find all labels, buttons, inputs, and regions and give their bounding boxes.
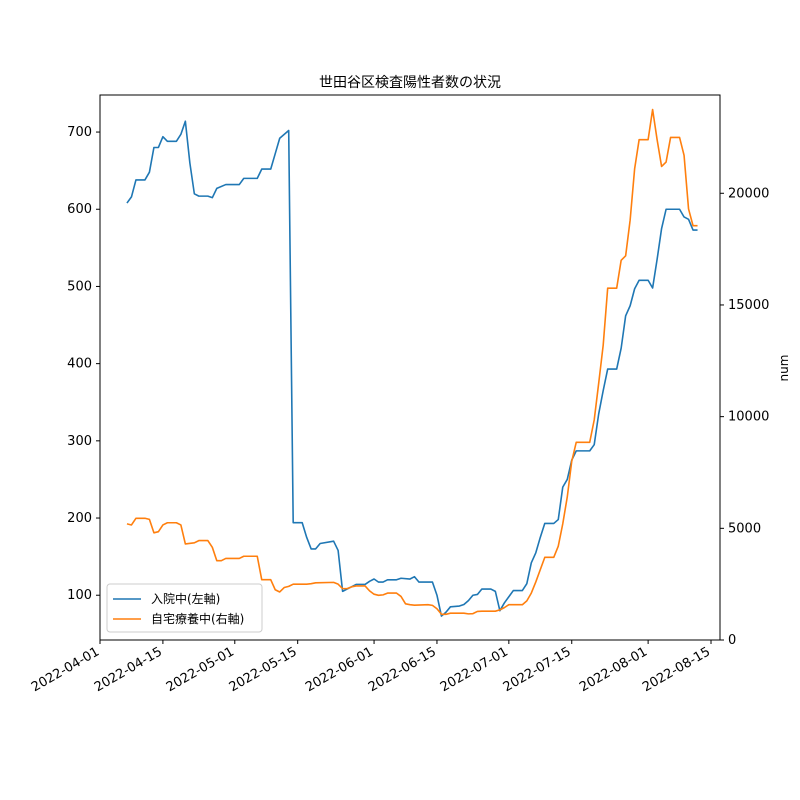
series-line-2 — [126, 108, 698, 616]
x-tick-label: 2022-04-15 — [92, 644, 165, 695]
x-tick-label: 2022-08-15 — [640, 644, 713, 695]
x-tick-label: 2022-07-01 — [438, 644, 511, 695]
plot-area — [126, 108, 698, 617]
right-y-tick-label: 10000 — [728, 410, 769, 425]
x-tick-label: 2022-04-01 — [29, 644, 102, 695]
left-y-tick-label: 600 — [67, 202, 92, 217]
x-tick-label: 2022-06-15 — [366, 644, 439, 695]
x-tick-label: 2022-08-01 — [577, 644, 650, 695]
left-y-tick-label: 200 — [67, 511, 92, 526]
left-y-tick-label: 100 — [67, 588, 92, 603]
x-tick-label: 2022-05-15 — [227, 644, 300, 695]
legend-label: 入院中(左軸) — [151, 591, 220, 606]
chart-title: 世田谷区検査陽性者数の状況 — [319, 75, 501, 91]
legend-label: 自宅療養中(右軸) — [151, 611, 244, 626]
x-tick-label: 2022-07-15 — [501, 644, 574, 695]
right-y-tick-label: 15000 — [728, 298, 769, 313]
right-y-tick-label: 0 — [728, 633, 736, 648]
right-axis-label: num — [777, 355, 791, 382]
left-y-tick-label: 400 — [67, 357, 92, 372]
x-tick-label: 2022-05-01 — [164, 644, 237, 695]
x-tick-label: 2022-06-01 — [303, 644, 376, 695]
right-y-tick-label: 20000 — [728, 186, 769, 201]
left-y-tick-label: 700 — [67, 125, 92, 140]
left-y-tick-label: 300 — [67, 434, 92, 449]
plot-frame — [99, 94, 721, 641]
left-y-tick-label: 500 — [67, 279, 92, 294]
series-line-1 — [126, 120, 698, 617]
right-y-tick-label: 5000 — [728, 521, 761, 536]
legend: 入院中(左軸) 自宅療養中(右軸) — [106, 583, 263, 633]
legend-box — [106, 583, 263, 633]
